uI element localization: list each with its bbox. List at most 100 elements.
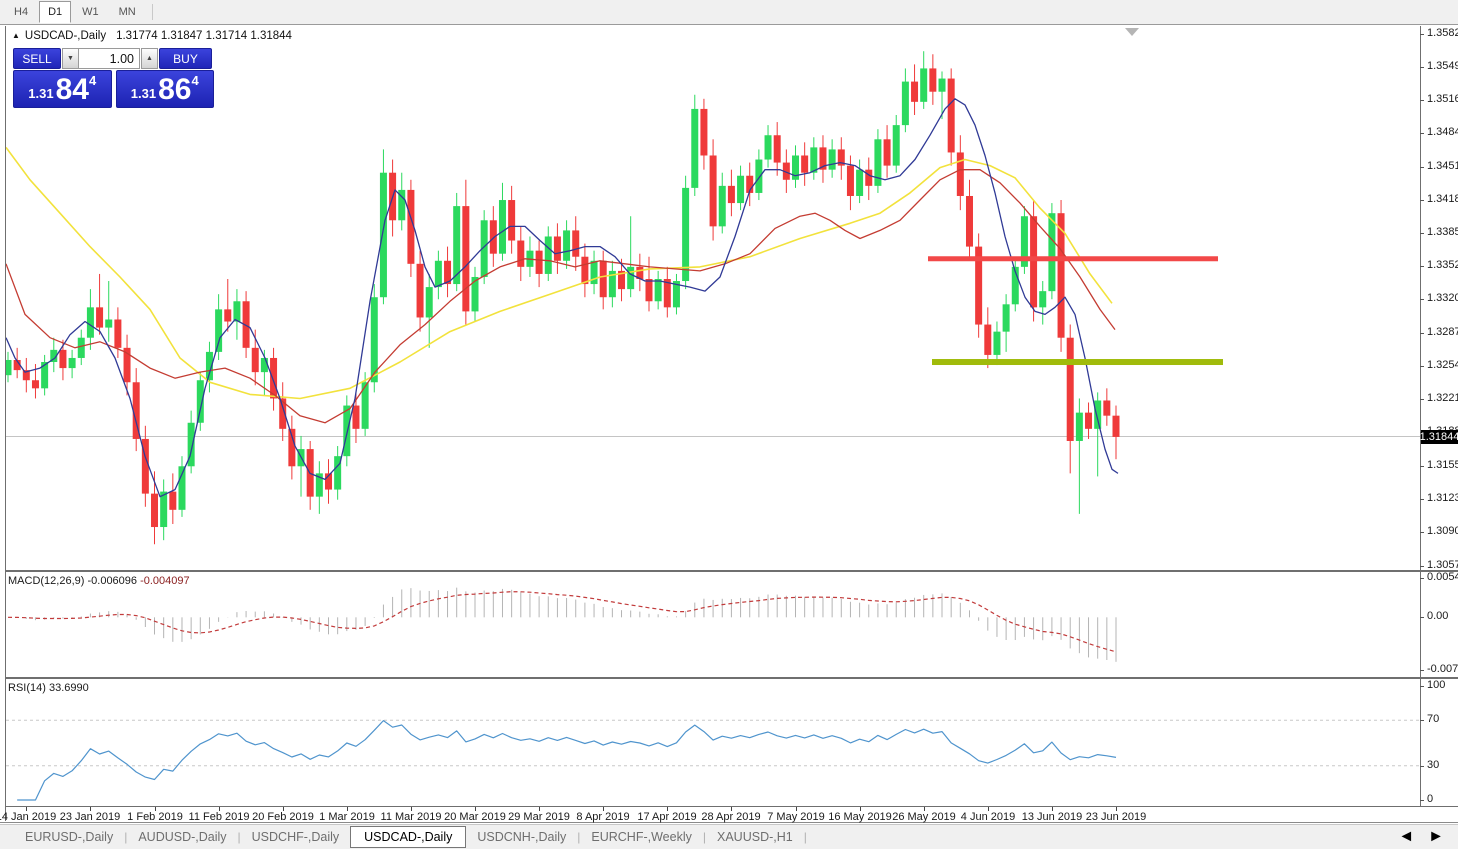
chart-symbol-label: USDCAD-,Daily <box>24 30 107 42</box>
price-axis-label: 1.32215 <box>1427 392 1458 404</box>
tab-separator: | <box>577 830 581 844</box>
date-tick-mark <box>1116 807 1117 811</box>
price-axis-label: 1.35825 <box>1427 27 1458 39</box>
axis-tick-mark <box>1420 617 1424 618</box>
symbol-tab-usdchf[interactable]: USDCHF-,Daily <box>251 830 340 844</box>
price-axis-label: 1.31555 <box>1427 459 1458 471</box>
price-axis-label: 1.32870 <box>1427 326 1458 338</box>
buy-price-button[interactable]: 1.31 86 4 <box>115 70 214 108</box>
buy-price-prefix: 1.31 <box>130 86 157 101</box>
macd-main-value: -0.006096 <box>87 575 138 587</box>
tab-scroll-controls: ◄ ► <box>1398 828 1444 846</box>
date-axis-label: 16 May 2019 <box>828 811 892 823</box>
sell-price-button[interactable]: 1.31 84 4 <box>13 70 112 108</box>
sell-price-pip: 4 <box>88 73 97 88</box>
rsi-value: 33.6990 <box>48 682 89 694</box>
symbol-tab-audusd[interactable]: AUDUSD-,Daily <box>138 830 227 844</box>
axis-tick-mark <box>1420 532 1424 533</box>
chevron-down-icon: ▼ <box>67 55 74 62</box>
scroll-marker-icon[interactable] <box>1125 28 1139 36</box>
symbol-tab-eurusd[interactable]: EURUSD-,Daily <box>25 830 114 844</box>
axis-tick-mark <box>1420 67 1424 68</box>
price-axis-label: 1.31230 <box>1427 492 1458 504</box>
rsi-name: RSI(14) <box>8 682 46 694</box>
price-axis-label: 0 <box>1427 793 1434 805</box>
date-axis-label: 11 Mar 2019 <box>380 811 442 823</box>
timeframe-tab-d1[interactable]: D1 <box>39 1 72 23</box>
symbol-tab-usdcad[interactable]: USDCAD-,Daily <box>350 826 467 848</box>
axis-tick-mark <box>1420 100 1424 101</box>
chart-header: ▲ USDCAD-,Daily 1.31774 1.31847 1.31714 1.… <box>12 30 292 42</box>
date-axis-label: 7 May 2019 <box>767 811 825 823</box>
rsi-indicator-canvas[interactable] <box>6 679 1420 806</box>
price-axis-label: 1.35165 <box>1427 93 1458 105</box>
symbol-tab-xauusd[interactable]: XAUUSD-,H1 <box>717 830 793 844</box>
date-tick-mark <box>475 807 476 811</box>
axis-tick-mark <box>1420 366 1424 367</box>
price-axis-label: 1.34510 <box>1427 160 1458 172</box>
date-tick-mark <box>347 807 348 811</box>
price-axis-label: 1.35495 <box>1427 60 1458 72</box>
date-tick-mark <box>90 807 91 811</box>
chevron-up-icon: ▲ <box>146 55 153 62</box>
chart-left-border <box>5 26 6 821</box>
date-axis-label: 20 Mar 2019 <box>444 811 506 823</box>
price-axis-label: 100 <box>1427 679 1446 691</box>
price-axis-label: 1.33525 <box>1427 259 1458 271</box>
price-axis-label: 0.005402 <box>1427 571 1458 583</box>
date-axis-label: 8 Apr 2019 <box>576 811 630 823</box>
date-tick-mark <box>1052 807 1053 811</box>
tab-separator: | <box>803 830 807 844</box>
date-tick-mark <box>411 807 412 811</box>
price-chart-canvas[interactable] <box>6 26 1420 571</box>
price-axis-label: 0.00 <box>1427 610 1449 622</box>
timeframe-tab-mn[interactable]: MN <box>118 6 136 18</box>
timeframe-tab-h4[interactable]: H4 <box>14 6 29 18</box>
price-axis-label: 1.34840 <box>1427 126 1458 138</box>
sell-button[interactable]: SELL <box>13 48 61 69</box>
current-price-badge: 1.31844 <box>1419 430 1458 444</box>
axis-tick-mark <box>1420 720 1424 721</box>
date-tick-mark <box>988 807 989 811</box>
date-tick-mark <box>796 807 797 811</box>
axis-tick-mark <box>1420 670 1424 671</box>
symbol-tab-eurchf[interactable]: EURCHF-,Weekly <box>591 830 692 844</box>
date-axis-label: 4 Jun 2019 <box>960 811 1016 823</box>
date-axis-label: 26 May 2019 <box>892 811 956 823</box>
volume-increase-button[interactable]: ▲ <box>141 48 158 69</box>
axis-tick-mark <box>1420 200 1424 201</box>
scroll-left-icon[interactable]: ◄ <box>1398 828 1415 845</box>
buy-button[interactable]: BUY <box>159 48 212 69</box>
price-axis-label: 70 <box>1427 713 1440 725</box>
sell-price-digits: 84 <box>55 73 89 106</box>
date-axis[interactable]: 14 Jan 2019 23 Jan 2019 1 Feb 2019 11 Feb 2… <box>0 807 1420 824</box>
axis-tick-mark <box>1420 800 1424 801</box>
date-axis-label: 29 Mar 2019 <box>508 811 570 823</box>
toolbar-separator <box>151 4 153 20</box>
macd-indicator-canvas[interactable] <box>6 572 1420 676</box>
axis-tick-mark <box>1420 167 1424 168</box>
date-tick-mark <box>860 807 861 811</box>
date-axis-label: 1 Feb 2019 <box>127 811 183 823</box>
timeframe-toolbar: H4 D1 W1 MN <box>0 0 1458 25</box>
volume-input[interactable]: 1.00 <box>79 48 140 69</box>
volume-decrease-button[interactable]: ▼ <box>62 48 79 69</box>
price-axis-label: 1.33855 <box>1427 226 1458 238</box>
tab-separator: | <box>124 830 128 844</box>
price-scale-border[interactable] <box>1420 26 1421 807</box>
timeframe-tab-w1[interactable]: W1 <box>82 6 99 18</box>
date-tick-mark <box>26 807 27 811</box>
price-axis-label: 30 <box>1427 759 1440 771</box>
macd-rsi-divider[interactable] <box>5 677 1458 679</box>
price-axis-label: -0.00724 <box>1427 663 1458 675</box>
rsi-label: RSI(14) 33.6990 <box>8 682 89 694</box>
date-axis-label: 23 Jan 2019 <box>59 811 121 823</box>
symbol-tab-usdcnh[interactable]: USDCNH-,Daily <box>477 830 567 844</box>
collapse-icon[interactable]: ▲ <box>12 31 20 40</box>
scroll-right-icon[interactable]: ► <box>1428 828 1444 845</box>
axis-tick-mark <box>1420 766 1424 767</box>
price-macd-divider[interactable] <box>5 570 1458 572</box>
date-axis-label: 13 Jun 2019 <box>1021 811 1083 823</box>
